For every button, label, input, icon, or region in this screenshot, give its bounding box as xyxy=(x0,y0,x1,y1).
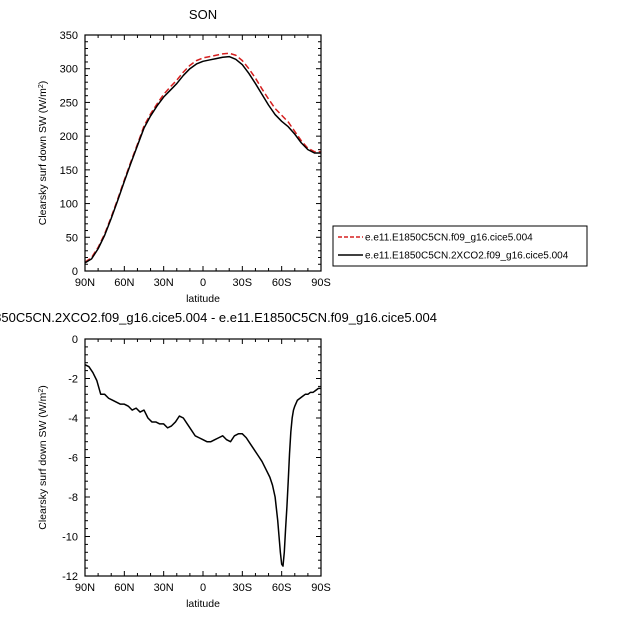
x-tick-label-1: 90N xyxy=(75,582,95,594)
y-tick-label-1: -6 xyxy=(68,453,78,465)
x-tick-label-1: 30N xyxy=(154,582,174,594)
legend-label-1: e.e11.E1850C5CN.2XCO2.f09_g16.cice5.004 xyxy=(365,251,569,262)
x-tick-label-0: 0 xyxy=(200,277,206,289)
x-tick-label-0: 30S xyxy=(233,277,253,289)
y-tick-label-0: 350 xyxy=(60,30,78,42)
x-tick-label-1: 60N xyxy=(114,582,134,594)
chart-title-1: e.e11.E1850C5CN.2XCO2.f09_g16.cice5.004 … xyxy=(0,310,437,325)
x-tick-label-0: 60S xyxy=(272,277,292,289)
y-tick-label-1: -12 xyxy=(62,571,78,583)
y-tick-label-1: -8 xyxy=(68,492,78,504)
series-line-0-1 xyxy=(84,55,321,264)
y-axis-label-0: Clearsky surf down SW (W/m2) xyxy=(37,81,49,226)
legend-label-0: e.e11.E1850C5CN.f09_g16.cice5.004 xyxy=(365,233,533,244)
series-line-0-0 xyxy=(84,52,321,263)
y-tick-label-1: 0 xyxy=(72,334,78,346)
y-tick-label-0: 150 xyxy=(60,165,78,177)
x-tick-label-1: 30S xyxy=(233,582,253,594)
series-line-1-0 xyxy=(84,364,321,567)
x-tick-label-0: 90N xyxy=(75,277,95,289)
y-tick-label-1: -10 xyxy=(62,532,78,544)
x-tick-label-0: 30N xyxy=(154,277,174,289)
y-axis-label-1: Clearsky surf down SW (W/m2) xyxy=(37,385,49,530)
y-tick-label-1: -4 xyxy=(68,413,78,425)
x-tick-label-1: 90S xyxy=(311,582,331,594)
bottom-panel: e.e11.E1850C5CN.2XCO2.f09_g16.cice5.004 … xyxy=(0,310,437,610)
x-tick-label-0: 90S xyxy=(311,277,331,289)
y-tick-label-0: 50 xyxy=(66,232,78,244)
legend: e.e11.E1850C5CN.f09_g16.cice5.004 e.e11.E… xyxy=(332,225,588,267)
legend-box xyxy=(332,225,588,267)
x-tick-label-0: 60N xyxy=(114,277,134,289)
y-tick-label-0: 200 xyxy=(60,131,78,143)
plot-frame-0 xyxy=(84,34,322,272)
top-panel: SON 90N 60N 30N 0 30S 60S 90S 0 50 100 150 200 250 300… xyxy=(37,7,331,305)
y-tick-label-0: 0 xyxy=(72,266,78,278)
x-axis-label-0: latitude xyxy=(186,293,220,305)
chart-title-0: SON xyxy=(189,7,217,22)
x-tick-label-1: 0 xyxy=(200,582,206,594)
y-tick-label-0: 300 xyxy=(60,64,78,76)
y-tick-label-0: 250 xyxy=(60,97,78,109)
y-tick-label-0: 100 xyxy=(60,199,78,211)
x-axis-label-1: latitude xyxy=(186,598,220,610)
x-tick-label-1: 60S xyxy=(272,582,292,594)
y-tick-label-1: -2 xyxy=(68,374,78,386)
